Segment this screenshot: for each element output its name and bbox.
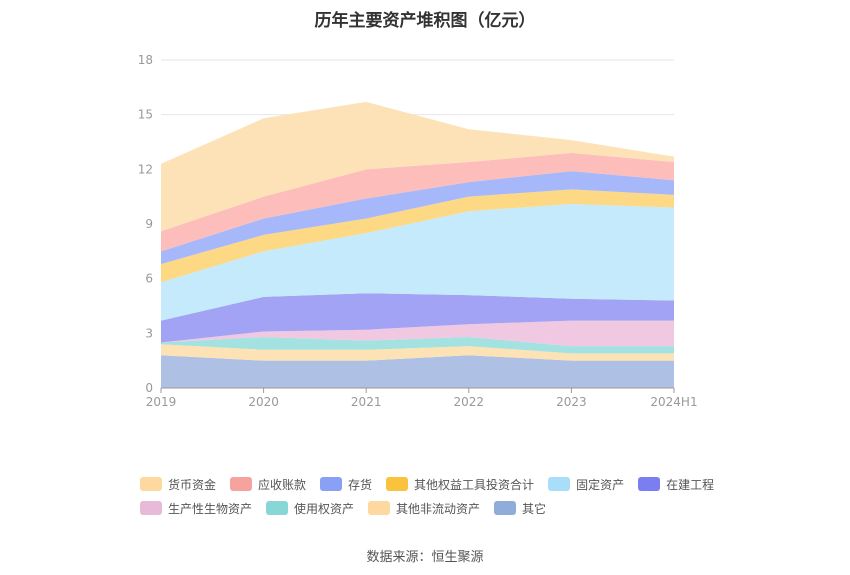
area-series — [161, 152, 674, 252]
x-tick-label: 2019 — [146, 395, 177, 409]
legend-label: 固定资产 — [576, 477, 625, 492]
legend-swatch — [638, 477, 661, 491]
legend-label: 应收账款 — [258, 477, 307, 492]
legend-swatch — [140, 501, 162, 515]
x-tick-label: 2022 — [454, 395, 485, 409]
legend-item[interactable]: 存货 — [320, 476, 372, 493]
area-series — [161, 355, 674, 388]
legend-item[interactable]: 在建工程 — [638, 476, 714, 493]
y-tick-label: 3 — [145, 326, 153, 340]
legend-item[interactable]: 使用权资产 — [266, 500, 354, 517]
area-series — [161, 203, 674, 321]
y-tick-label: 6 — [145, 272, 153, 286]
x-tick-label: 2021 — [351, 395, 382, 409]
y-tick-label: 9 — [145, 217, 153, 231]
legend-label: 使用权资产 — [294, 501, 355, 516]
area-series — [161, 320, 674, 347]
y-tick-label: 18 — [138, 53, 153, 67]
legend-label: 在建工程 — [666, 477, 715, 492]
legend-swatch — [548, 477, 571, 491]
axes: 0 3 6 9 12 15 18 2019 2020 2021 2022 2023 2024H1 — [138, 53, 698, 409]
legend-row-2: 生产性生物资产 使用权资产 其他非流动资产 其它 — [140, 496, 740, 520]
y-tick-label: 15 — [138, 108, 153, 122]
legend-item[interactable]: 应收账款 — [230, 476, 306, 493]
area-series — [161, 336, 674, 354]
legend-label: 其它 — [522, 501, 547, 516]
legend-swatch — [386, 477, 409, 491]
legend-label: 其他非流动资产 — [396, 501, 481, 516]
legend-item[interactable]: 生产性生物资产 — [140, 500, 252, 517]
y-tick-label: 0 — [145, 381, 153, 395]
stacked-area-chart: 0 3 6 9 12 15 18 2019 2020 2021 2022 2023 2024H1 — [138, 53, 698, 409]
legend-swatch — [368, 501, 391, 515]
legend-item[interactable]: 货币资金 — [140, 476, 216, 493]
legend-swatch — [230, 477, 253, 491]
area-series — [161, 101, 674, 232]
x-tick-label: 2020 — [248, 395, 279, 409]
legend-row-1: 货币资金 应收账款 存货 其他权益工具投资合计 固定资产 在建工程 — [140, 472, 740, 496]
legend-item[interactable]: 其他非流动资产 — [368, 500, 480, 517]
chart-title: 历年主要资产堆积图（亿元） — [314, 11, 536, 31]
legend: 货币资金 应收账款 存货 其他权益工具投资合计 固定资产 在建工程 生产性生物资产 使用权资… — [140, 472, 740, 520]
area-series — [161, 293, 674, 343]
y-tick-label: 12 — [138, 162, 153, 176]
data-source-note: 数据来源：恒生聚源 — [366, 550, 484, 565]
x-tick-label: 2024H1 — [650, 395, 697, 409]
legend-label: 货币资金 — [168, 477, 217, 492]
area-series — [161, 171, 674, 265]
legend-swatch — [140, 477, 162, 491]
legend-swatch — [266, 501, 289, 515]
legend-label: 其他权益工具投资合计 — [414, 477, 535, 492]
area-series — [161, 189, 674, 283]
legend-swatch — [320, 477, 343, 491]
legend-swatch — [494, 501, 517, 515]
area-series-group — [161, 101, 674, 388]
legend-item[interactable]: 其它 — [494, 500, 546, 517]
legend-item[interactable]: 固定资产 — [548, 476, 624, 493]
legend-item[interactable]: 其他权益工具投资合计 — [386, 476, 534, 493]
legend-label: 存货 — [348, 477, 373, 492]
area-series — [161, 344, 674, 361]
legend-label: 生产性生物资产 — [168, 501, 253, 516]
x-tick-label: 2023 — [556, 395, 587, 409]
